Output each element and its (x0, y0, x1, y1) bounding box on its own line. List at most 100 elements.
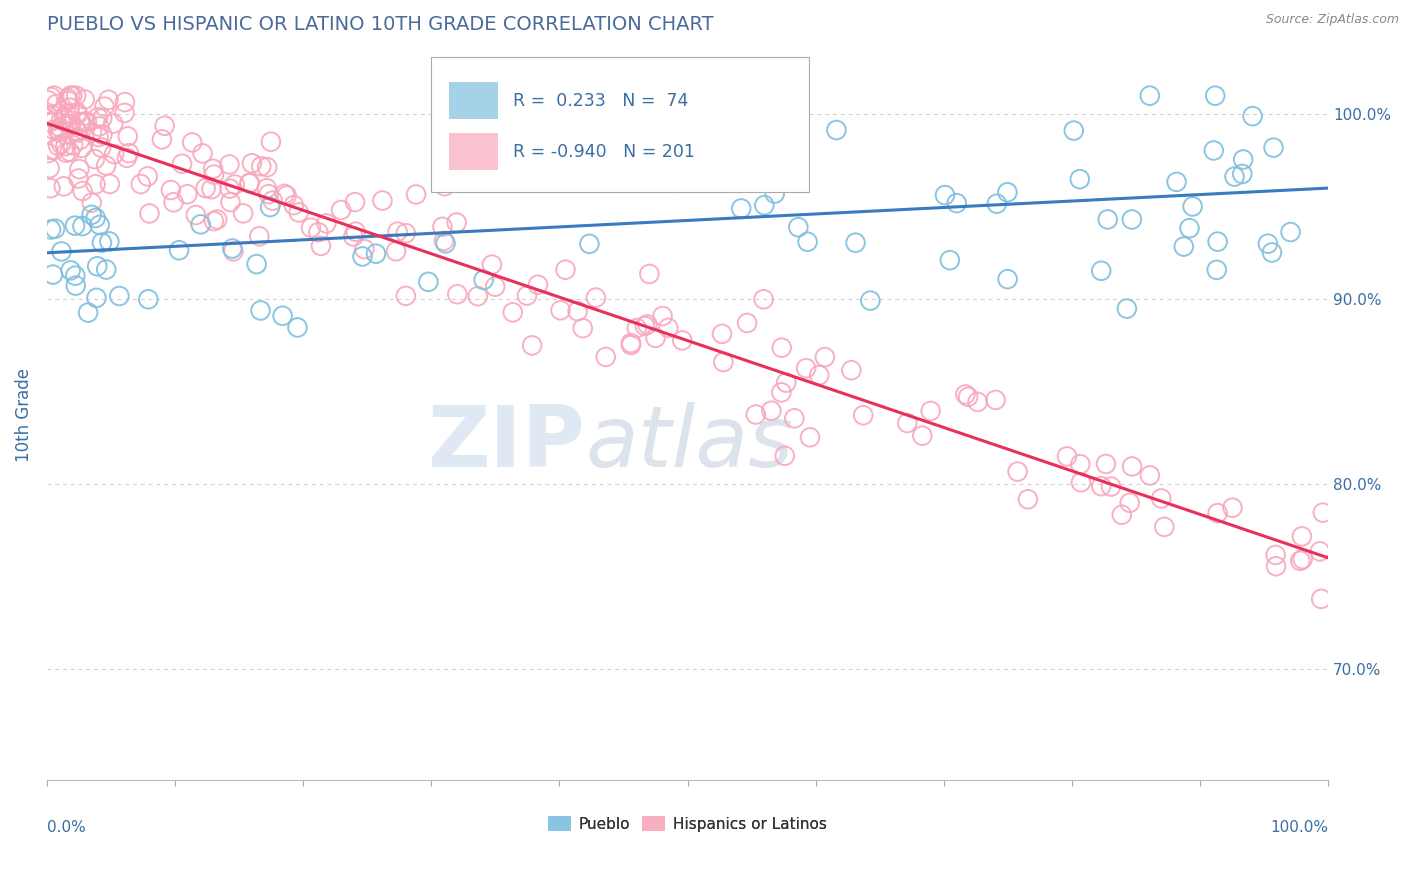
Point (138, 293, 160, 307)
Point (65, 278, 87, 293)
Point (1291, 552, 1313, 566)
Point (352, 249, 374, 263)
Point (55, 106, 77, 120)
Point (799, 430, 821, 444)
Point (160, 183, 183, 197)
Point (59, 107, 82, 121)
Point (42, 268, 65, 282)
Point (181, 136, 204, 150)
Point (657, 321, 679, 335)
Point (39, 181, 62, 195)
Point (247, 229, 270, 244)
Point (418, 275, 440, 289)
Point (315, 216, 337, 230)
Point (83, 152, 105, 166)
Point (49, 120, 72, 135)
Point (72, 184, 94, 198)
Point (770, 385, 793, 400)
Point (91, 128, 114, 142)
Point (184, 208, 207, 222)
Point (55, 145, 77, 160)
Point (62, 138, 84, 153)
Point (467, 289, 489, 303)
Point (1111, 508, 1133, 522)
Point (997, 272, 1019, 286)
Point (626, 321, 648, 335)
Point (966, 395, 988, 409)
Point (67, 171, 90, 186)
Point (190, 217, 212, 231)
Point (1153, 520, 1175, 534)
Point (60, 117, 83, 131)
Point (59, 101, 82, 115)
Point (67, 162, 90, 177)
Point (202, 214, 225, 228)
Point (344, 225, 367, 239)
Point (69, 115, 91, 129)
Point (53, 111, 76, 125)
Point (1263, 140, 1285, 154)
Point (73, 114, 96, 128)
Point (66, 107, 89, 121)
Point (852, 409, 875, 423)
Point (585, 291, 607, 305)
Point (1202, 144, 1225, 158)
Point (167, 244, 190, 258)
Point (80, 125, 103, 139)
Point (911, 428, 934, 442)
Point (77, 305, 100, 319)
Point (896, 416, 918, 430)
Point (1115, 301, 1137, 316)
Point (1178, 221, 1201, 235)
Point (634, 318, 657, 333)
Point (957, 390, 980, 404)
Point (80, 195, 103, 210)
Point (42, 123, 65, 137)
Point (55, 139, 77, 153)
Point (65, 268, 87, 283)
Point (433, 234, 456, 248)
Point (238, 177, 260, 191)
Point (256, 160, 278, 174)
Point (814, 350, 837, 364)
Point (783, 411, 806, 425)
Point (330, 202, 353, 217)
Point (432, 219, 454, 234)
Point (825, 123, 848, 137)
Point (38, 115, 60, 129)
Point (260, 135, 283, 149)
Point (1261, 245, 1284, 260)
Point (353, 242, 375, 256)
Point (796, 235, 818, 249)
Point (934, 188, 956, 202)
Point (1069, 457, 1091, 471)
Point (1232, 153, 1254, 167)
Point (1264, 548, 1286, 562)
Point (1119, 496, 1142, 510)
Legend: Pueblo, Hispanics or Latinos: Pueblo, Hispanics or Latinos (543, 810, 832, 838)
Point (172, 157, 194, 171)
Point (80, 208, 103, 222)
Point (108, 289, 131, 303)
Point (259, 200, 281, 214)
Point (1097, 212, 1119, 227)
Point (484, 279, 506, 293)
Point (1291, 529, 1313, 543)
Point (1289, 554, 1312, 568)
Y-axis label: 10th Grade: 10th Grade (15, 368, 32, 461)
Point (115, 151, 138, 165)
Point (38, 161, 60, 176)
Point (1166, 175, 1188, 189)
Point (636, 318, 658, 332)
Point (59, 263, 82, 277)
Point (527, 277, 550, 292)
Point (221, 242, 243, 256)
Point (773, 449, 796, 463)
Point (222, 244, 245, 259)
Point (136, 169, 159, 184)
Point (342, 229, 364, 244)
FancyBboxPatch shape (449, 82, 498, 120)
Point (246, 257, 269, 271)
Point (986, 196, 1008, 211)
Point (387, 225, 409, 239)
